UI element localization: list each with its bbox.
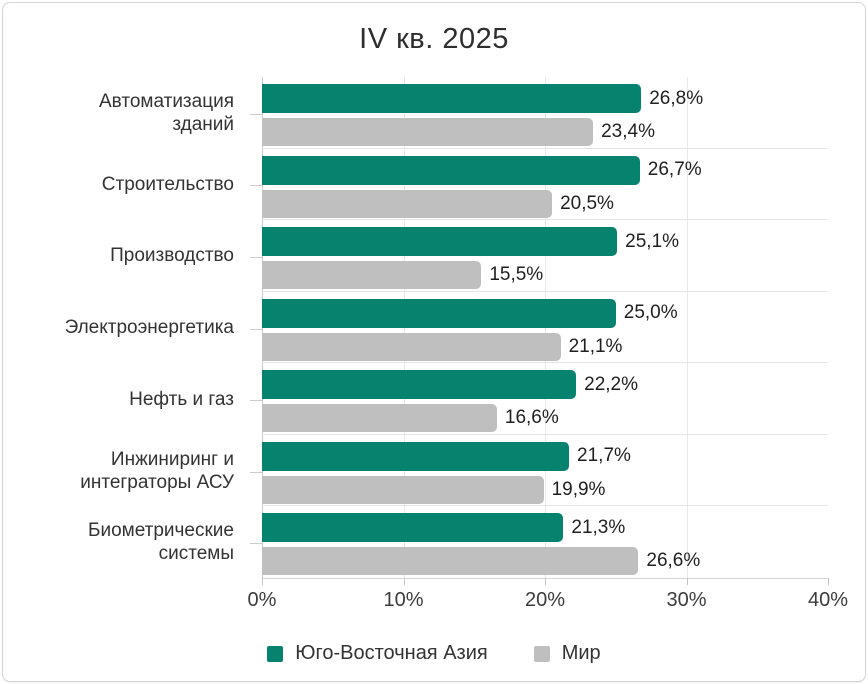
value-label-world: 21,1% bbox=[568, 335, 623, 357]
bar-group: 25,1% 15,5% bbox=[262, 220, 828, 292]
bar-row-world: 16,6% bbox=[262, 404, 828, 433]
category-label: Нефть и газ bbox=[129, 388, 234, 410]
bar-row-world: 19,9% bbox=[262, 475, 828, 504]
category-axis-tick bbox=[250, 113, 262, 115]
chart-title: IV кв. 2025 bbox=[359, 23, 509, 55]
bar-southeast-asia bbox=[262, 513, 564, 543]
bar-row-southeast-asia: 21,3% bbox=[262, 513, 828, 543]
category-axis-tick bbox=[250, 185, 262, 187]
x-axis-tick bbox=[828, 578, 829, 585]
category-axis-tick bbox=[250, 543, 262, 545]
legend-item-southeast-asia: Юго-Восточная Азия bbox=[267, 642, 488, 665]
value-label-southeast-asia: 22,2% bbox=[584, 373, 638, 395]
x-axis-tick bbox=[686, 578, 688, 585]
bar-world bbox=[262, 475, 544, 504]
x-tick-label: 10% bbox=[383, 589, 424, 611]
value-label-world: 26,6% bbox=[646, 550, 701, 572]
bar-row-world: 15,5% bbox=[262, 261, 828, 290]
legend-label-world: Мир bbox=[561, 642, 601, 664]
category-label: Инжиниринг и интеграторы АСУ bbox=[80, 448, 234, 493]
category-label: Электроэнергетика bbox=[64, 316, 234, 338]
category-axis: Автоматизация зданий Строительство Производ… bbox=[3, 77, 254, 578]
bar-row-southeast-asia: 26,7% bbox=[262, 155, 828, 185]
bar-group: 26,8% 23,4% bbox=[262, 77, 828, 149]
bar-group: 21,7% 19,9% bbox=[262, 435, 828, 507]
bar-row-world: 20,5% bbox=[262, 189, 828, 218]
bar-row-southeast-asia: 21,7% bbox=[262, 441, 828, 471]
category-label: Строительство bbox=[101, 173, 234, 195]
y-axis-line bbox=[262, 77, 263, 579]
bar-group: 21,3% 26,6% bbox=[262, 506, 828, 578]
value-label-southeast-asia: 26,8% bbox=[649, 87, 704, 109]
category-axis-tick bbox=[250, 400, 262, 402]
bar-group: 26,7% 20,5% bbox=[262, 149, 828, 221]
value-label-southeast-asia: 26,7% bbox=[647, 159, 702, 181]
bar-southeast-asia bbox=[262, 227, 618, 257]
bar-row-southeast-asia: 22,2% bbox=[262, 370, 828, 400]
legend-swatch-southeast-asia bbox=[267, 645, 284, 662]
bar-southeast-asia bbox=[262, 370, 577, 400]
bar-world bbox=[262, 547, 639, 576]
bar-row-southeast-asia: 25,1% bbox=[262, 227, 828, 257]
bar-row-southeast-asia: 25,0% bbox=[262, 298, 828, 328]
legend-swatch-world bbox=[533, 645, 550, 662]
bar-row-southeast-asia: 26,8% bbox=[262, 84, 828, 113]
bar-world bbox=[262, 189, 553, 218]
category-label: Биометрические системы bbox=[88, 520, 234, 565]
bar-southeast-asia bbox=[262, 441, 570, 471]
legend-label-southeast-asia: Юго-Восточная Азия bbox=[295, 642, 488, 664]
bar-world bbox=[262, 332, 561, 361]
value-label-southeast-asia: 21,7% bbox=[577, 445, 631, 467]
bar-southeast-asia bbox=[262, 155, 640, 185]
value-label-world: 19,9% bbox=[551, 478, 606, 500]
category-label: Автоматизация зданий bbox=[99, 90, 234, 135]
bar-southeast-asia bbox=[262, 298, 616, 328]
value-label-southeast-asia: 25,1% bbox=[625, 230, 680, 252]
bar-row-world: 23,4% bbox=[262, 118, 828, 146]
bar-southeast-asia bbox=[262, 84, 642, 113]
legend-item-world: Мир bbox=[533, 642, 601, 665]
x-tick-label: 20% bbox=[524, 589, 566, 611]
gridline-30% bbox=[686, 77, 688, 578]
bar-world bbox=[262, 404, 497, 433]
bar-row-world: 21,1% bbox=[262, 332, 828, 361]
legend: Юго-Восточная Азия Мир bbox=[3, 642, 865, 665]
value-label-world: 16,6% bbox=[504, 407, 559, 429]
category-axis-tick bbox=[250, 256, 262, 258]
category-axis-tick bbox=[250, 328, 262, 330]
value-label-world: 20,5% bbox=[560, 192, 614, 214]
x-axis-tick bbox=[545, 578, 546, 585]
x-axis-tick bbox=[403, 578, 405, 585]
bar-group: 25,0% 21,1% bbox=[262, 292, 828, 364]
value-label-southeast-asia: 21,3% bbox=[571, 516, 626, 538]
value-label-world: 23,4% bbox=[601, 121, 655, 142]
bar-group: 22,2% 16,6% bbox=[262, 363, 828, 435]
x-axis-tick bbox=[262, 578, 263, 585]
x-tick-label: 40% bbox=[807, 589, 849, 611]
category-label: Производство bbox=[110, 245, 234, 267]
plot-area: 0% 10% 20% 30% 40% 26,8% 23,4% 26,7% 20,5% 25,1% 1… bbox=[248, 77, 848, 611]
value-label-world: 15,5% bbox=[489, 264, 544, 286]
bar-world bbox=[262, 261, 482, 290]
x-tick-label: 30% bbox=[666, 589, 707, 611]
bar-world bbox=[262, 118, 594, 146]
value-label-southeast-asia: 25,0% bbox=[623, 302, 678, 324]
category-axis-tick bbox=[250, 471, 262, 473]
bar-row-world: 26,6% bbox=[262, 547, 828, 576]
x-tick-label: 0% bbox=[247, 589, 277, 611]
